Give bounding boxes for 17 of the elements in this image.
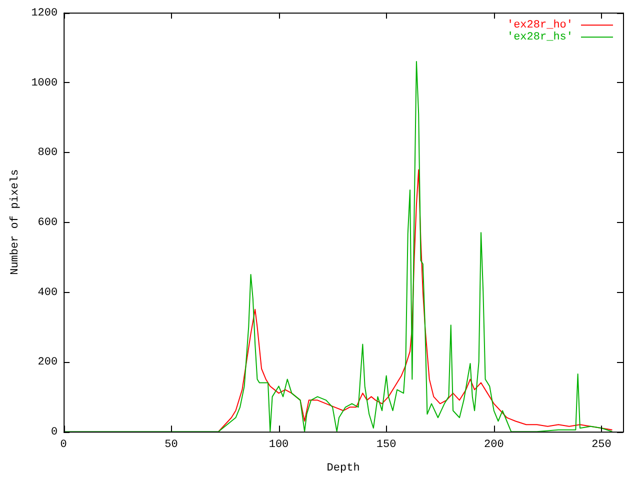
x-tick-label: 250 [592,439,612,452]
y-axis-title: Number of pixels [10,169,22,275]
x-tick-label: 0 [60,439,67,452]
x-tick-label: 150 [376,439,396,452]
y-tick-label: 200 [38,356,58,369]
x-tick-label: 50 [164,439,178,452]
y-tick-label: 400 [38,286,58,299]
x-axis-title: Depth [326,462,360,474]
legend-label: 'ex28r_hs' [506,32,573,44]
x-tick-label: 100 [268,439,289,452]
y-tick-label: 1000 [31,77,58,90]
y-tick-label: 600 [38,217,58,230]
y-tick-label: 800 [38,147,58,160]
y-tick-label: 1200 [31,8,58,20]
x-tick-label: 200 [484,439,504,452]
y-tick-label: 0 [50,426,58,439]
legend-label: 'ex28r_ho' [506,20,573,32]
